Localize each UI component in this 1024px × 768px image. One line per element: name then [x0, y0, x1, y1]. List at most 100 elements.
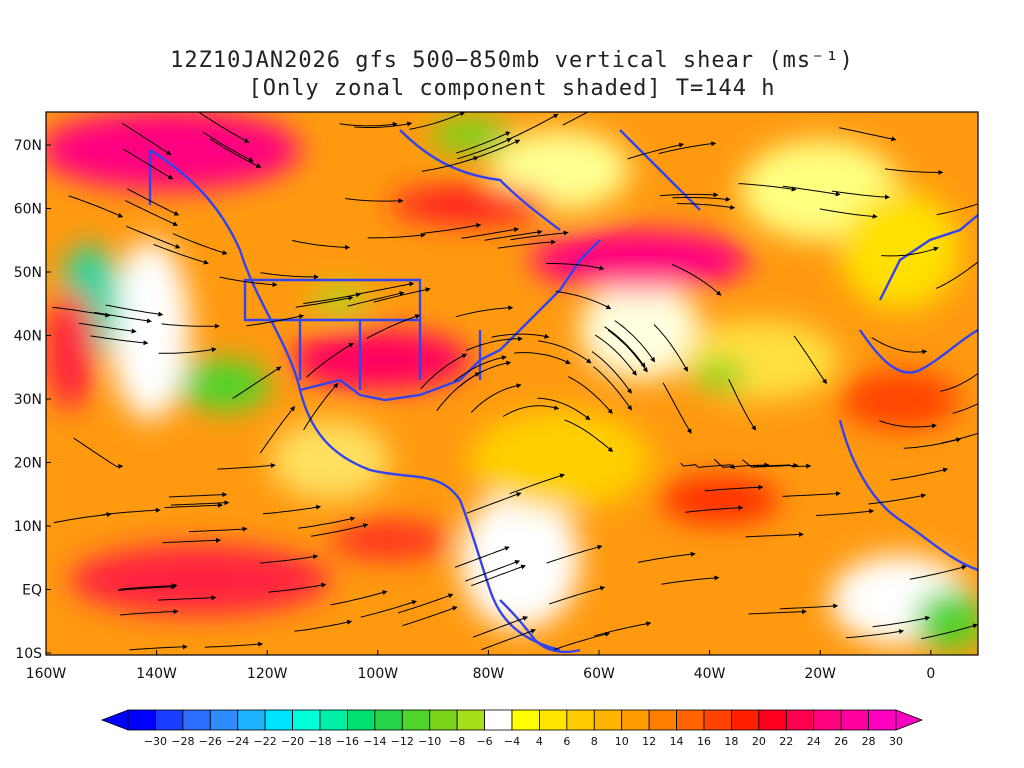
colorbar-swatch [593, 709, 623, 731]
lat-label: 10S [15, 646, 42, 662]
streamline [330, 590, 388, 606]
colorbar-swatch [813, 709, 842, 731]
colorbar-label: 24 [807, 735, 821, 748]
colorbar-swatch [758, 709, 787, 731]
streamline [779, 603, 839, 610]
streamline [484, 229, 543, 241]
colorbar-label: −26 [199, 735, 222, 748]
colorbar-swatch [511, 709, 540, 731]
streamline [297, 516, 356, 529]
lat-label: 70N [14, 138, 42, 154]
streamline [594, 621, 652, 637]
colorbar-label: 10 [615, 735, 629, 748]
streamline [153, 244, 209, 265]
streamline [345, 198, 404, 204]
streamline [303, 382, 339, 431]
streamline [117, 584, 177, 591]
streamline [466, 492, 522, 514]
streamline [354, 121, 413, 128]
streamline [538, 340, 592, 364]
streamline [510, 230, 569, 241]
colorbar-swatch [182, 709, 211, 731]
colorbar: −30 −28 −26 −24 −22 −20 −18 −16 −14 −12 −10 −8 −6 −4 4… [100, 709, 924, 748]
colorbar-label: 12 [642, 735, 656, 748]
streamline [653, 324, 688, 372]
streamline [172, 233, 228, 255]
streamline [465, 336, 523, 351]
streamline [303, 292, 362, 304]
streamline [102, 507, 161, 516]
streamline [680, 462, 736, 470]
streamline [555, 290, 612, 310]
colorbar-swatch [429, 709, 458, 731]
streamline [202, 131, 254, 162]
lat-label: 40N [14, 329, 42, 345]
streamline [260, 272, 319, 280]
streamlines [52, 112, 978, 651]
streamline [306, 342, 354, 378]
colorbar-swatch [785, 709, 815, 731]
streamline [209, 138, 262, 168]
streamline [568, 376, 613, 414]
colorbar-swatch [347, 709, 376, 731]
streamline [259, 405, 296, 454]
colorbar-label: −18 [308, 735, 331, 748]
colorbar-label: −12 [391, 735, 414, 748]
streamline [868, 493, 927, 505]
streamline [909, 565, 967, 580]
streamline [423, 222, 482, 234]
colorbar-swatch [401, 709, 431, 731]
streamline [872, 615, 931, 628]
streamline [295, 295, 354, 308]
colorbar-label: −4 [504, 735, 520, 748]
streamline [782, 491, 841, 497]
streamline [268, 582, 327, 593]
lon-label: 120W [247, 666, 288, 682]
streamline [591, 351, 632, 394]
streamline [455, 305, 514, 318]
streamline [217, 462, 276, 470]
streamline [470, 383, 522, 413]
colorbar-swatch [703, 709, 732, 731]
streamline [454, 546, 510, 568]
colorbar-label: 26 [834, 735, 848, 748]
streamline [457, 137, 512, 160]
colorbar-swatch [566, 709, 595, 731]
colorbar-swatch [237, 709, 266, 731]
streamline [158, 595, 217, 601]
streamline [537, 397, 591, 421]
colorbar-label: −16 [336, 735, 359, 748]
streamline [549, 585, 606, 605]
streamline [199, 112, 250, 143]
streamline [497, 239, 556, 249]
streamline [921, 623, 978, 640]
colorbar-swatch [484, 709, 513, 731]
streamline [704, 484, 764, 492]
streamline [409, 112, 466, 130]
streamline [676, 203, 736, 210]
streamline [456, 131, 511, 154]
streamline [420, 353, 468, 390]
streamline [162, 537, 221, 544]
streamline [839, 127, 897, 142]
streamline [637, 551, 696, 563]
streamline [52, 306, 111, 318]
streamline [685, 505, 744, 513]
map-frame [45, 111, 979, 656]
lon-label: 140W [136, 666, 177, 682]
streamline [121, 122, 172, 156]
streamline [819, 208, 878, 219]
streamline [436, 372, 481, 412]
streamline [119, 583, 178, 590]
lon-label: 160W [26, 666, 67, 682]
streamline [294, 619, 353, 632]
streamline [105, 304, 164, 317]
streamline [936, 261, 978, 289]
lat-label: 30N [14, 392, 42, 408]
colorbar-label: −8 [449, 735, 465, 748]
streamline [129, 644, 188, 651]
streamline [491, 333, 550, 339]
colorbar-label: −6 [476, 735, 492, 748]
streamline [659, 192, 719, 198]
streamline [753, 463, 812, 469]
